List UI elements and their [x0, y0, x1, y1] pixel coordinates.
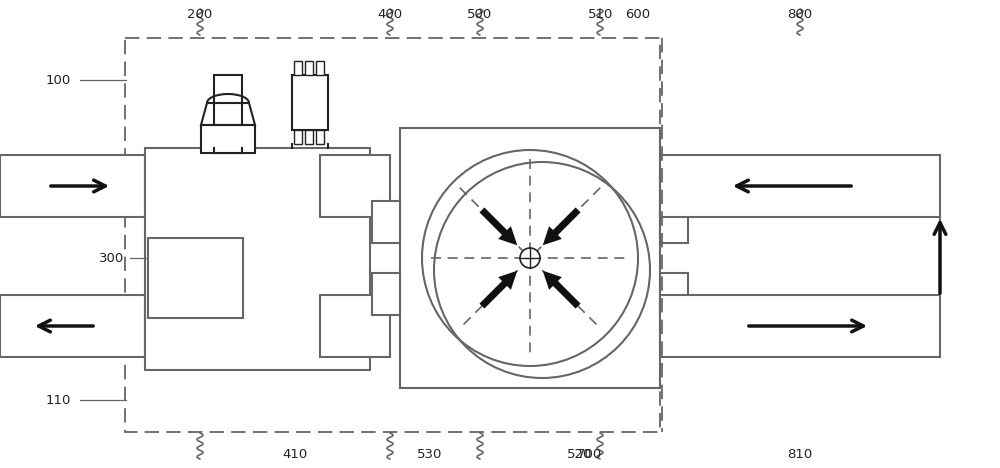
- Bar: [320, 295, 390, 357]
- Bar: [148, 238, 243, 318]
- FancyArrow shape: [479, 271, 517, 308]
- Bar: [0, 155, 145, 217]
- Bar: [0, 295, 145, 357]
- Text: 300: 300: [99, 251, 125, 264]
- Bar: [316, 61, 324, 75]
- Text: 200: 200: [187, 7, 213, 21]
- Bar: [201, 125, 255, 153]
- Bar: [400, 128, 660, 388]
- Bar: [372, 273, 400, 315]
- Text: 530: 530: [417, 447, 443, 461]
- Bar: [660, 273, 688, 315]
- Circle shape: [520, 248, 540, 268]
- FancyArrow shape: [543, 271, 581, 308]
- Bar: [214, 75, 242, 153]
- Bar: [660, 155, 940, 217]
- Bar: [660, 295, 940, 357]
- Text: 100: 100: [45, 73, 71, 87]
- Text: 110: 110: [45, 394, 71, 407]
- Text: 810: 810: [787, 447, 813, 461]
- Bar: [294, 130, 302, 144]
- Bar: [316, 130, 324, 144]
- Bar: [294, 61, 302, 75]
- Text: 510: 510: [588, 7, 614, 21]
- Text: 400: 400: [377, 7, 403, 21]
- Text: 520: 520: [567, 447, 593, 461]
- Bar: [320, 155, 390, 217]
- Text: 800: 800: [787, 7, 813, 21]
- FancyArrow shape: [479, 207, 517, 245]
- Bar: [292, 75, 328, 130]
- Bar: [305, 130, 313, 144]
- Bar: [372, 201, 400, 243]
- Text: 600: 600: [625, 7, 651, 21]
- Text: 700: 700: [577, 447, 603, 461]
- Circle shape: [422, 150, 638, 366]
- Bar: [660, 201, 688, 243]
- Text: 410: 410: [282, 447, 308, 461]
- Bar: [145, 148, 370, 370]
- Bar: [125, 38, 660, 432]
- Bar: [305, 61, 313, 75]
- Text: 500: 500: [467, 7, 493, 21]
- FancyArrow shape: [543, 207, 581, 245]
